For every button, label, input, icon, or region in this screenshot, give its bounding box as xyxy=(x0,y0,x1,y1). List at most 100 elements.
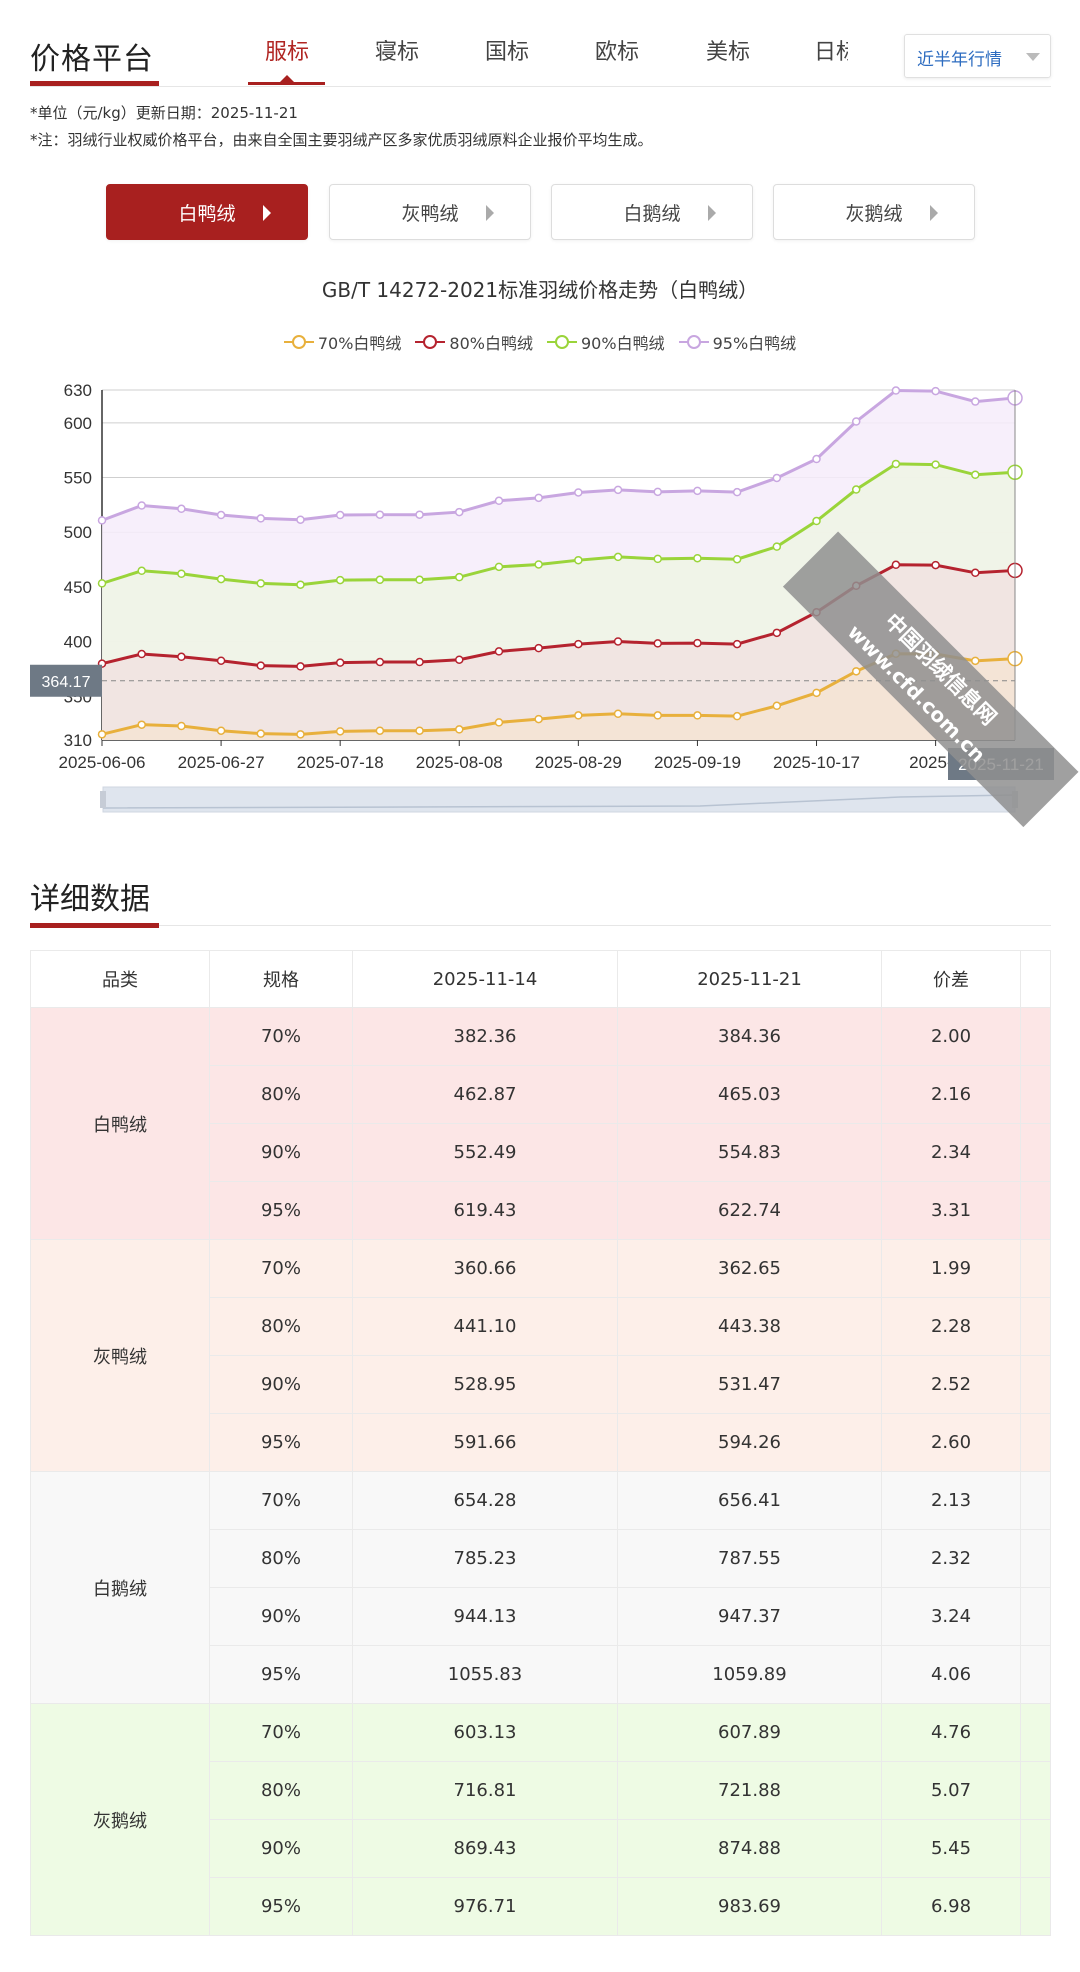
data-point xyxy=(891,560,901,570)
price-diff-cell: 3.24 xyxy=(881,1587,1021,1646)
data-point xyxy=(455,507,464,517)
price-diff-cell: 5.45 xyxy=(881,1819,1021,1878)
axis-pointer-y-label: 364.17 xyxy=(42,674,91,691)
data-point xyxy=(137,566,146,576)
datazoom-handle-left[interactable] xyxy=(100,791,106,808)
category-button-grey-goose[interactable]: 灰鹅绒 xyxy=(773,184,975,240)
spec-cell: 90% xyxy=(209,1819,353,1878)
price-diff-cell: 2.00 xyxy=(881,1007,1021,1066)
data-point xyxy=(296,730,305,739)
prev-price-cell: 552.49 xyxy=(352,1123,618,1182)
legend-item[interactable]: 90%白鸭绒 xyxy=(547,330,665,354)
data-point xyxy=(335,727,345,736)
data-point xyxy=(732,711,742,721)
curr-price-cell: 983.69 xyxy=(617,1877,882,1936)
data-point xyxy=(693,486,702,496)
category-label: 灰鹅绒 xyxy=(845,202,903,225)
price-diff-cell: 2.13 xyxy=(881,1471,1021,1530)
unit-note: *单位（元/kg）更新日期：2025-11-21 xyxy=(30,104,298,122)
tab-qinbiao[interactable]: 寝标 xyxy=(374,40,420,65)
spec-cell: 90% xyxy=(209,1587,353,1646)
extra-cell xyxy=(1020,1529,1051,1588)
legend-label: 80%白鸭绒 xyxy=(449,334,533,353)
category-cell: 灰鹅绒 xyxy=(30,1703,210,1936)
tab-guobiao[interactable]: 国标 xyxy=(484,40,530,65)
category-button-grey-duck[interactable]: 灰鸭绒 xyxy=(329,184,531,240)
prev-price-cell: 591.66 xyxy=(352,1413,618,1472)
curr-price-cell: 594.26 xyxy=(617,1413,882,1472)
data-point xyxy=(177,652,186,662)
data-point xyxy=(534,643,543,653)
category-button-white-goose[interactable]: 白鹅绒 xyxy=(551,184,753,240)
data-point xyxy=(494,562,504,572)
prev-price-cell: 869.43 xyxy=(352,1819,618,1878)
extra-cell xyxy=(1020,1123,1051,1182)
data-point xyxy=(494,718,504,727)
data-point xyxy=(177,569,186,578)
price-trend-chart[interactable]: 3103504004505005506006302025-06-062025-0… xyxy=(0,290,1080,830)
data-point xyxy=(415,726,424,735)
extra-cell xyxy=(1020,1355,1051,1414)
legend-label: 95%白鸭绒 xyxy=(712,334,797,353)
datazoom-preview-line xyxy=(102,794,1016,809)
y-tick-label: 600 xyxy=(64,414,92,433)
legend-item[interactable]: 70%白鸭绒 xyxy=(283,330,401,354)
data-point xyxy=(534,493,543,503)
data-point xyxy=(891,459,901,469)
prev-price-cell: 716.81 xyxy=(352,1761,618,1820)
chart-legend: 70%白鸭绒 80%白鸭绒 90%白鸭绒 95%白鸭绒 xyxy=(0,330,1080,354)
data-point xyxy=(256,579,266,588)
data-point xyxy=(296,580,305,589)
x-tick-label: 2025-06-27 xyxy=(178,753,265,772)
price-diff-cell: 2.34 xyxy=(881,1123,1021,1182)
data-point xyxy=(256,729,266,738)
range-select[interactable]: 近半年行情 xyxy=(904,34,1051,78)
tab-meibiao[interactable]: 美标 xyxy=(705,40,751,65)
data-point xyxy=(971,470,980,480)
data-point xyxy=(653,711,662,720)
data-point xyxy=(375,657,385,667)
tab-oubiao[interactable]: 欧标 xyxy=(594,40,640,65)
active-tab-indicator xyxy=(248,82,325,85)
tab-ribiao[interactable]: 日标 xyxy=(813,40,848,65)
data-point xyxy=(335,575,345,585)
page-title: 价格平台 xyxy=(30,42,154,77)
data-point xyxy=(613,709,623,718)
spec-cell: 70% xyxy=(209,1007,353,1066)
price-diff-cell: 2.32 xyxy=(881,1529,1021,1588)
legend-item[interactable]: 80%白鸭绒 xyxy=(415,330,533,354)
category-button-white-duck[interactable]: 白鸭绒 xyxy=(106,184,308,240)
legend-item[interactable]: 95%白鸭绒 xyxy=(678,330,797,354)
data-point xyxy=(971,568,980,578)
data-point xyxy=(335,510,345,520)
data-point xyxy=(177,504,186,514)
prev-price-cell: 619.43 xyxy=(352,1181,618,1240)
data-point xyxy=(931,560,940,570)
data-point xyxy=(772,473,782,483)
prev-price-cell: 976.71 xyxy=(352,1877,618,1936)
series-area xyxy=(102,564,1015,740)
data-point xyxy=(494,647,504,656)
data-point xyxy=(772,628,782,638)
extra-cell xyxy=(1020,1239,1051,1298)
data-point xyxy=(851,667,861,676)
prev-price-cell: 462.87 xyxy=(352,1065,618,1124)
curr-price-cell: 656.41 xyxy=(617,1471,882,1530)
section-underline xyxy=(30,923,159,928)
data-point xyxy=(137,649,146,659)
prev-price-cell: 528.95 xyxy=(352,1355,618,1414)
data-point xyxy=(693,711,702,720)
data-point xyxy=(455,655,464,664)
data-point xyxy=(812,688,821,698)
tab-fubiao[interactable]: 服标 xyxy=(264,40,310,65)
standard-tabs: 服标 寝标 国标 欧标 美标 日标 xyxy=(230,0,848,80)
price-diff-cell: 2.28 xyxy=(881,1297,1021,1356)
data-point xyxy=(574,488,583,497)
y-tick-label: 630 xyxy=(64,381,92,400)
prev-price-cell: 360.66 xyxy=(352,1239,618,1298)
x-tick-label: 2025-07-18 xyxy=(297,753,384,772)
curr-price-cell: 622.74 xyxy=(617,1181,882,1240)
data-point xyxy=(812,454,821,464)
y-tick-label: 500 xyxy=(64,523,92,542)
data-point xyxy=(216,574,226,584)
